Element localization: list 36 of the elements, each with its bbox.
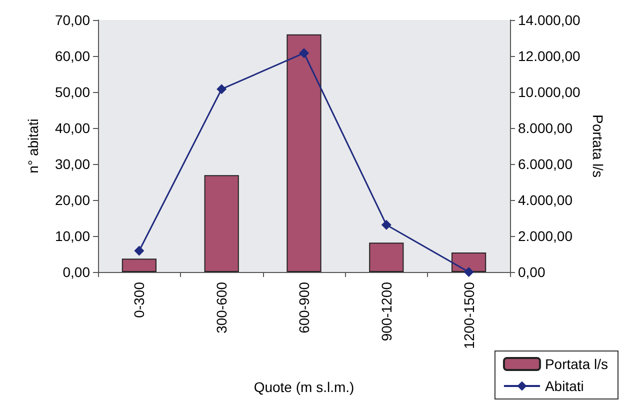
- y-tick-label: 40,00: [54, 120, 90, 136]
- y2-tick-label: 12.000,00: [518, 48, 580, 64]
- y-tick-label: 10,00: [54, 228, 90, 244]
- y2-tick-label: 0,00: [518, 264, 546, 280]
- y2-tick-label: 10.000,00: [518, 84, 580, 100]
- point: [134, 246, 144, 256]
- y-tick-label: 30,00: [54, 156, 90, 172]
- y2-tick-label: 8.000,00: [518, 120, 573, 136]
- y2-tick-label: 6.000,00: [518, 156, 573, 172]
- bar: [451, 252, 486, 272]
- bar: [122, 258, 157, 272]
- bar: [286, 34, 322, 272]
- x-tick-label: 0-300: [131, 282, 148, 318]
- legend-label: Portata l/s: [544, 356, 608, 372]
- legend-label: Abitati: [544, 378, 584, 394]
- y-tick-label: 70,00: [54, 12, 90, 28]
- y2-tick-label: 14.000,00: [518, 12, 580, 28]
- x-tick-label: 1200-1500: [460, 282, 477, 349]
- y2-tick-label: 4.000,00: [518, 192, 573, 208]
- y-tick-label: 60,00: [54, 48, 90, 64]
- y-tick-label: 20,00: [54, 192, 90, 208]
- y-axis-title: n° abitati: [25, 118, 41, 174]
- y2-axis-title: Portata l/s: [590, 114, 606, 178]
- bar: [369, 242, 404, 272]
- x-axis-title: Quote (m s.l.m.): [254, 379, 354, 395]
- point: [381, 220, 392, 230]
- y-tick-label: 0,00: [62, 264, 90, 280]
- bar: [204, 175, 239, 272]
- y2-tick-label: 2.000,00: [518, 228, 573, 244]
- x-tick-label: 600-900: [296, 282, 312, 334]
- point: [464, 267, 474, 277]
- point: [216, 84, 227, 94]
- point: [299, 48, 309, 58]
- x-tick-label: 300-600: [214, 282, 230, 334]
- x-tick-label: 900-1200: [378, 282, 394, 342]
- y-tick-label: 50,00: [54, 84, 90, 100]
